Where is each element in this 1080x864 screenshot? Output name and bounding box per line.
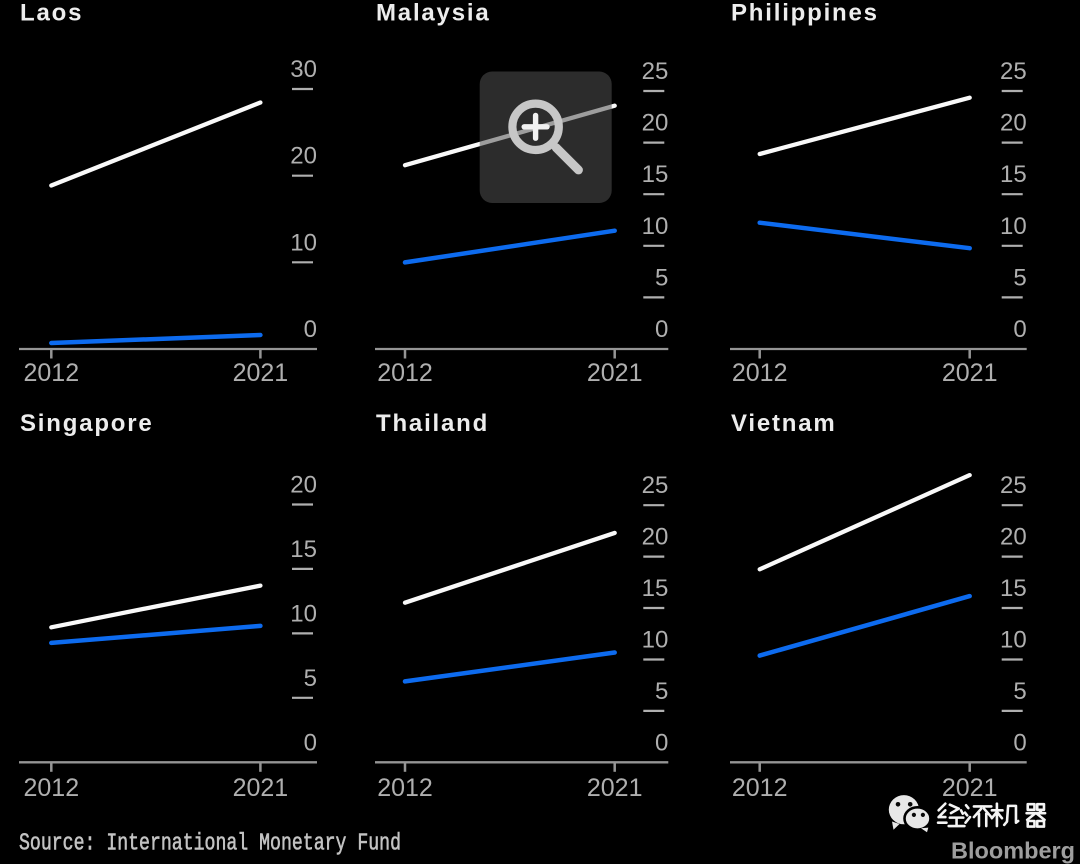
svg-text:2012: 2012 (377, 774, 433, 802)
svg-text:10: 10 (1000, 627, 1027, 654)
svg-text:15: 15 (642, 161, 669, 188)
svg-text:20: 20 (1000, 524, 1027, 551)
svg-text:20: 20 (290, 143, 317, 170)
svg-text:25: 25 (1000, 472, 1027, 499)
svg-text:10: 10 (642, 213, 669, 240)
svg-text:2021: 2021 (587, 359, 643, 387)
svg-text:Malaysia: Malaysia (376, 0, 490, 26)
svg-text:25: 25 (1000, 58, 1027, 85)
svg-text:30: 30 (290, 56, 317, 83)
svg-text:15: 15 (1000, 161, 1027, 188)
svg-text:2012: 2012 (23, 359, 79, 387)
svg-text:Singapore: Singapore (20, 410, 154, 437)
svg-text:0: 0 (1013, 316, 1026, 343)
svg-text:20: 20 (642, 524, 669, 551)
svg-text:2021: 2021 (233, 359, 289, 387)
svg-text:Source: International Monetary: Source: International Monetary Fund (19, 830, 401, 857)
svg-text:2021: 2021 (942, 774, 998, 802)
svg-text:15: 15 (290, 536, 317, 563)
svg-text:10: 10 (1000, 213, 1027, 240)
svg-text:5: 5 (304, 665, 317, 692)
svg-text:Laos: Laos (20, 0, 83, 26)
svg-text:2021: 2021 (942, 359, 998, 387)
svg-text:2021: 2021 (233, 774, 289, 802)
svg-text:Thailand: Thailand (376, 410, 489, 437)
svg-text:Bloomberg: Bloomberg (951, 838, 1075, 864)
svg-text:20: 20 (1000, 110, 1027, 137)
svg-text:25: 25 (642, 58, 669, 85)
svg-text:15: 15 (642, 575, 669, 602)
svg-text:25: 25 (642, 472, 669, 499)
svg-text:2021: 2021 (587, 774, 643, 802)
svg-text:2012: 2012 (732, 774, 788, 802)
svg-text:20: 20 (290, 472, 317, 499)
svg-text:0: 0 (304, 316, 317, 343)
svg-text:0: 0 (1013, 729, 1026, 756)
svg-text:20: 20 (642, 110, 669, 137)
svg-text:0: 0 (655, 729, 668, 756)
svg-text:10: 10 (290, 600, 317, 627)
svg-text:5: 5 (655, 678, 668, 705)
svg-text:10: 10 (290, 229, 317, 256)
svg-text:5: 5 (655, 264, 668, 291)
svg-text:2012: 2012 (732, 359, 788, 387)
svg-text:Vietnam: Vietnam (731, 410, 837, 437)
svg-text:5: 5 (1013, 678, 1026, 705)
svg-text:2012: 2012 (377, 359, 433, 387)
svg-text:0: 0 (655, 316, 668, 343)
svg-text:0: 0 (304, 729, 317, 756)
svg-text:Philippines: Philippines (731, 0, 879, 26)
svg-text:10: 10 (642, 627, 669, 654)
svg-text:15: 15 (1000, 575, 1027, 602)
svg-text:5: 5 (1013, 264, 1026, 291)
svg-text:2012: 2012 (23, 774, 79, 802)
